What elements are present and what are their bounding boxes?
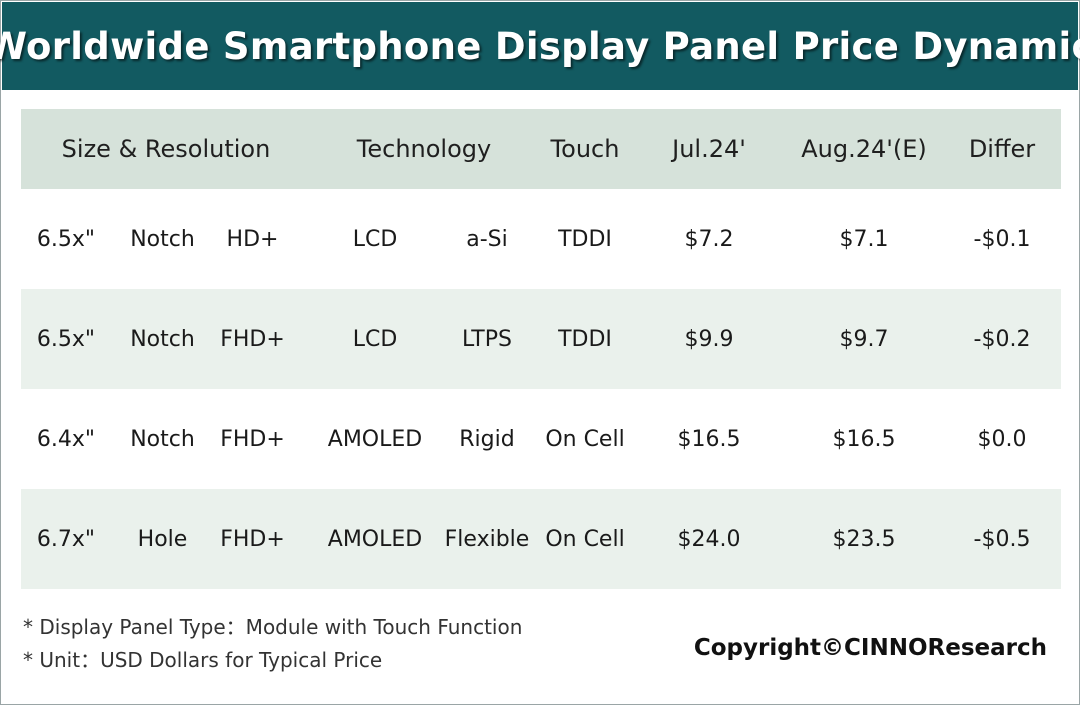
table-header-row: Size & Resolution Technology Touch Jul.2… — [21, 109, 1061, 189]
cell-aug: $16.5 — [832, 426, 896, 452]
cell-size: 6.4x" — [36, 426, 96, 452]
footnotes: * Display Panel Type：Module with Touch F… — [23, 611, 522, 677]
cell-shape: Hole — [137, 526, 188, 552]
table-row: 6.5x" Notch FHD+ LCD LTPS TDDI $9.9 $9.7… — [21, 289, 1061, 389]
cell-resolution: FHD+ — [220, 426, 285, 452]
cell-panel: AMOLED — [327, 526, 423, 552]
header-size-resolution: Size & Resolution — [61, 135, 271, 163]
cell-touch: On Cell — [545, 526, 625, 552]
cell-backplane: LTPS — [462, 326, 512, 352]
header-touch: Touch — [550, 135, 620, 163]
cell-shape: Notch — [130, 426, 195, 452]
cell-aug: $7.1 — [839, 226, 889, 252]
table-row: 6.5x" Notch HD+ LCD a-Si TDDI $7.2 $7.1 … — [21, 189, 1061, 289]
cell-jul: $16.5 — [677, 426, 741, 452]
cell-resolution: FHD+ — [220, 326, 285, 352]
cell-panel: LCD — [352, 326, 398, 352]
cell-backplane: Flexible — [444, 526, 530, 552]
cell-panel: AMOLED — [327, 426, 423, 452]
cell-resolution: HD+ — [226, 226, 279, 252]
page-title: Worldwide Smartphone Display Panel Price… — [0, 24, 1080, 68]
cell-aug: $9.7 — [839, 326, 889, 352]
cell-jul: $24.0 — [677, 526, 741, 552]
cell-panel: LCD — [352, 226, 398, 252]
cell-backplane: a-Si — [466, 226, 508, 252]
cell-touch: TDDI — [558, 226, 612, 252]
cell-resolution: FHD+ — [220, 526, 285, 552]
cell-differ: $0.0 — [977, 426, 1027, 452]
title-banner: Worldwide Smartphone Display Panel Price… — [0, 2, 1080, 90]
header-aug: Aug.24'(E) — [801, 135, 927, 163]
footnote-unit: * Unit：USD Dollars for Typical Price — [23, 648, 383, 672]
header-jul: Jul.24' — [672, 135, 746, 163]
cell-differ: -$0.5 — [973, 526, 1031, 552]
cell-size: 6.5x" — [36, 326, 96, 352]
cell-aug: $23.5 — [832, 526, 896, 552]
cell-backplane: Rigid — [459, 426, 515, 452]
cell-shape: Notch — [130, 226, 195, 252]
cell-size: 6.7x" — [36, 526, 96, 552]
copyright-notice: Copyright©CINNOResearch — [693, 635, 1047, 661]
cell-touch: TDDI — [558, 326, 612, 352]
cell-touch: On Cell — [545, 426, 625, 452]
footnote-panel-type: * Display Panel Type：Module with Touch F… — [23, 615, 523, 639]
header-differ: Differ — [968, 135, 1036, 163]
cell-jul: $7.2 — [684, 226, 734, 252]
price-table: Size & Resolution Technology Touch Jul.2… — [21, 109, 1061, 589]
table-row: 6.7x" Hole FHD+ AMOLED Flexible On Cell … — [21, 489, 1061, 589]
cell-differ: -$0.2 — [973, 326, 1031, 352]
cell-differ: -$0.1 — [973, 226, 1031, 252]
header-technology: Technology — [356, 135, 492, 163]
cell-jul: $9.9 — [684, 326, 734, 352]
cell-size: 6.5x" — [36, 226, 96, 252]
table-row: 6.4x" Notch FHD+ AMOLED Rigid On Cell $1… — [21, 389, 1061, 489]
cell-shape: Notch — [130, 326, 195, 352]
